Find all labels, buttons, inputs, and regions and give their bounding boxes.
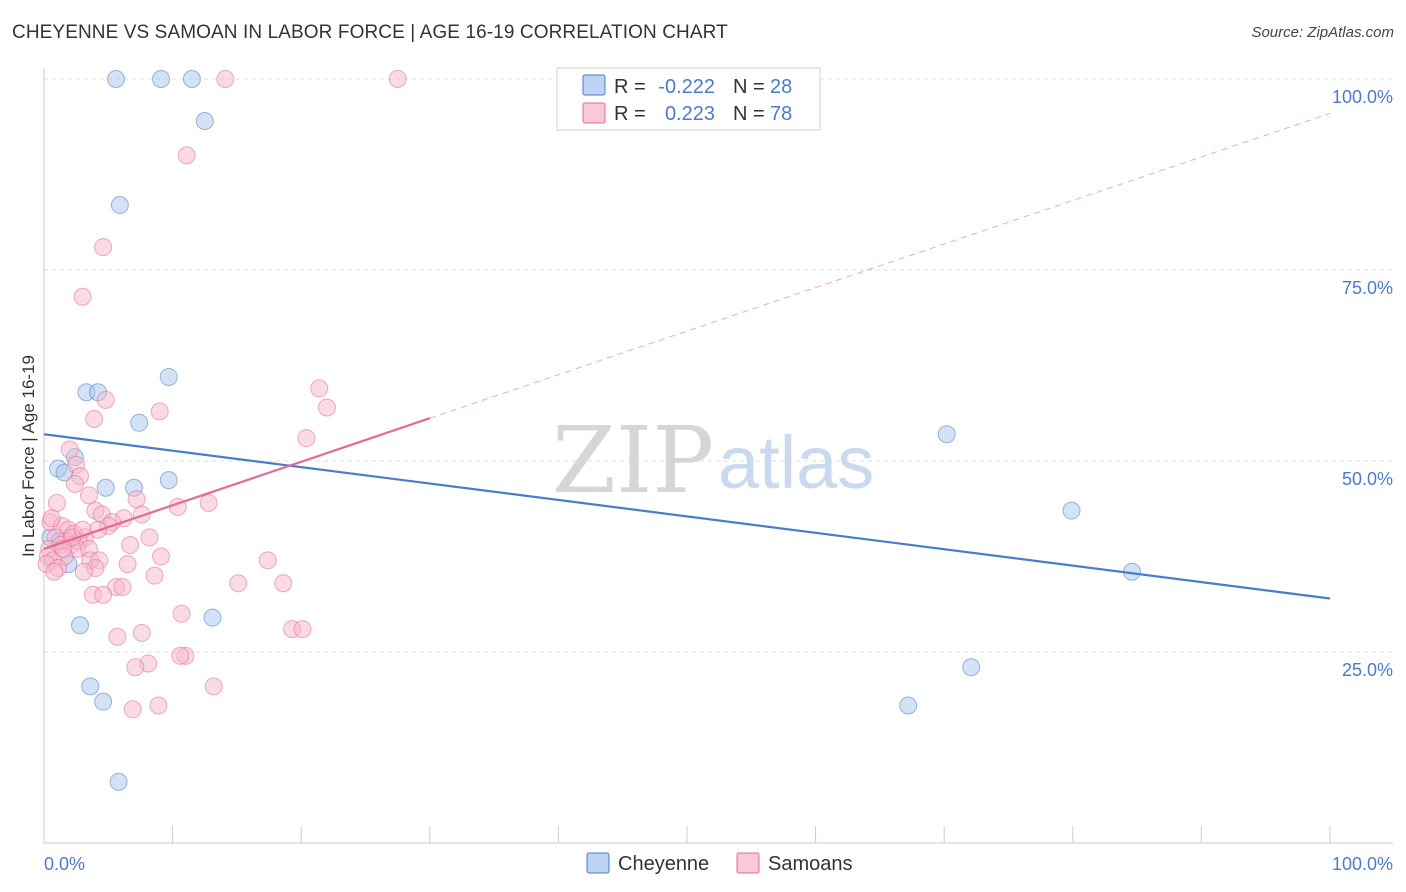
point-samoans-8 [150, 402, 169, 421]
watermark: ZIP atlas [552, 407, 874, 514]
point-cheyenne-23 [899, 696, 918, 715]
point-samoans-7 [96, 390, 115, 409]
point-cheyenne-18 [71, 616, 90, 635]
legend-label-samoans: Samoans [768, 853, 853, 875]
point-cheyenne-27 [937, 425, 956, 444]
point-samoans-0 [216, 70, 235, 88]
point-samoans-51 [229, 574, 248, 593]
stats-n-label-cheyenne: N = [733, 76, 765, 98]
point-cheyenne-12 [96, 478, 115, 497]
stats-legend: R = -0.222 N = 28 R = 0.223 N = 78 [556, 67, 821, 131]
stats-n-value-samoans: 78 [770, 103, 792, 125]
source-label: Source: ZipAtlas.com [1251, 24, 1394, 41]
trend-line-samoans [43, 417, 431, 550]
point-samoans-77 [65, 474, 84, 493]
point-samoans-37 [121, 536, 140, 555]
watermark-zip: ZIP [552, 407, 714, 514]
point-cheyenne-14 [159, 471, 178, 490]
point-cheyenne-5 [159, 367, 178, 386]
point-samoans-6 [317, 398, 336, 417]
point-samoans-48 [74, 562, 93, 581]
point-cheyenne-1 [152, 70, 171, 88]
stats-swatch-samoans [582, 102, 606, 124]
trend-lines [43, 112, 1331, 600]
point-cheyenne-3 [195, 112, 214, 131]
point-samoans-46 [118, 555, 137, 574]
point-samoans-15 [80, 486, 99, 505]
point-samoans-60 [108, 627, 127, 646]
legend-swatch-cheyenne [586, 852, 610, 874]
point-samoans-76 [45, 562, 64, 581]
series-legend: Cheyenne Samoans [586, 852, 853, 875]
stats-n-value-cheyenne: 28 [770, 76, 792, 98]
point-samoans-65 [204, 677, 223, 696]
y-tick-label-75: 75.0% [1342, 278, 1393, 298]
point-cheyenne-21 [94, 692, 113, 711]
y-axis-title: In Labor Force | Age 16-19 [19, 355, 38, 557]
stats-r-label-samoans: R = [614, 103, 646, 125]
point-samoans-67 [123, 700, 142, 719]
x-tick-label-100: 100.0% [1332, 854, 1393, 874]
point-samoans-4 [73, 287, 92, 306]
stats-r-value-cheyenne: -0.222 [658, 76, 715, 98]
point-samoans-53 [113, 578, 132, 597]
point-samoans-5 [310, 379, 329, 398]
point-cheyenne-25 [1062, 501, 1081, 520]
point-samoans-55 [94, 585, 113, 604]
point-cheyenne-4 [110, 196, 129, 215]
point-samoans-59 [132, 623, 151, 642]
point-cheyenne-8 [130, 413, 149, 432]
legend-label-cheyenne: Cheyenne [618, 853, 709, 875]
stats-swatch-cheyenne [582, 74, 606, 96]
point-samoans-14 [47, 494, 66, 513]
point-samoans-1 [388, 70, 407, 88]
x-tick-label-0: 0.0% [44, 854, 85, 874]
y-tick-label-100: 100.0% [1332, 87, 1393, 107]
point-cheyenne-22 [109, 772, 128, 791]
chart-title: CHEYENNE VS SAMOAN IN LABOR FORCE | AGE … [12, 22, 728, 43]
point-samoans-56 [172, 604, 191, 623]
point-samoans-3 [94, 238, 113, 257]
grid-lines [44, 78, 1393, 653]
point-cheyenne-24 [962, 658, 981, 677]
legend-swatch-samoans [736, 852, 760, 874]
stats-r-value-samoans: 0.223 [665, 103, 715, 125]
y-tick-label-50: 50.0% [1342, 469, 1393, 489]
point-samoans-10 [297, 429, 316, 448]
point-samoans-38 [140, 528, 159, 547]
point-samoans-11 [60, 440, 79, 459]
trend-line-extension-samoans [429, 112, 1331, 419]
point-samoans-58 [293, 620, 312, 639]
axes [43, 68, 1393, 844]
point-cheyenne-2 [182, 70, 201, 88]
point-cheyenne-19 [203, 608, 222, 627]
point-samoans-62 [171, 646, 190, 665]
stats-n-label-samoans: N = [733, 103, 765, 125]
point-samoans-64 [126, 658, 145, 677]
point-samoans-16 [127, 490, 146, 509]
point-samoans-70 [42, 509, 61, 528]
point-cheyenne-0 [107, 70, 126, 88]
tick-labels: 25.0% 50.0% 75.0% 100.0% 0.0% 100.0% [44, 87, 1393, 874]
point-samoans-43 [258, 551, 277, 570]
point-samoans-42 [152, 547, 171, 566]
watermark-atlas: atlas [718, 421, 874, 504]
point-samoans-18 [199, 494, 218, 513]
point-samoans-2 [177, 146, 196, 165]
trend-line-cheyenne [43, 433, 1331, 600]
y-tick-label-25: 25.0% [1342, 660, 1393, 680]
point-cheyenne-20 [81, 677, 100, 696]
point-samoans-23 [132, 505, 151, 524]
data-points [37, 70, 1141, 791]
point-samoans-49 [145, 566, 164, 585]
stats-r-label-cheyenne: R = [614, 76, 646, 98]
point-samoans-66 [149, 696, 168, 715]
point-samoans-9 [85, 409, 104, 428]
point-samoans-50 [274, 574, 293, 593]
